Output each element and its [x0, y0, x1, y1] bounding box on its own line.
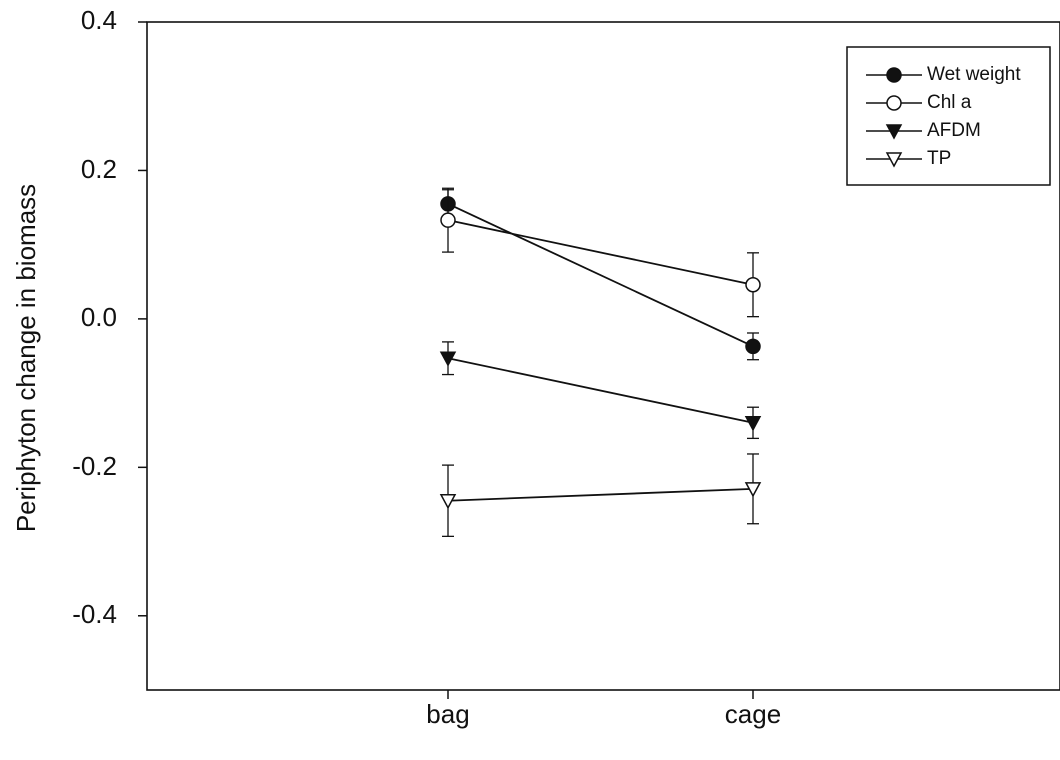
legend-label-tp: TP [927, 148, 951, 169]
plot-frame [146, 21, 1060, 691]
plot-area [138, 21, 1060, 699]
series-afdm [439, 341, 762, 440]
y-axis-title: Periphyton change in biomass [11, 184, 41, 532]
legend-label-wet-weight: Wet weight [927, 64, 1021, 85]
data-point-tp-cage [744, 482, 762, 498]
legend-box [846, 46, 1051, 186]
x-tick-label-bag: bag [426, 699, 469, 729]
data-point-chl-a-bag [440, 212, 456, 228]
series-line-afdm [447, 357, 754, 424]
legend-marker-chl-a [886, 95, 902, 111]
series-line-wet-weight [447, 203, 754, 348]
series-chl-a [440, 187, 761, 318]
legend-marker-afdm [885, 124, 903, 140]
series-tp [439, 453, 762, 538]
data-point-afdm-cage [744, 416, 762, 432]
y-tick-label--0.4: -0.4 [72, 599, 117, 629]
legend-label-chl-a: Chl a [927, 92, 972, 113]
data-point-chl-a-cage [745, 276, 761, 293]
series-wet-weight [440, 189, 761, 361]
y-tick-label-0.2: 0.2 [81, 154, 117, 184]
y-tick-label--0.2: -0.2 [72, 451, 117, 481]
data-point-wet-weight-cage [745, 338, 761, 355]
data-point-tp-bag [439, 493, 457, 510]
y-tick-label-0.0: 0.0 [81, 302, 117, 332]
legend-marker-tp [885, 152, 903, 168]
x-tick-label-cage: cage [725, 699, 781, 729]
series-line-chl-a [447, 219, 754, 286]
series-line-tp [447, 487, 754, 502]
y-tick-label-0.4: 0.4 [81, 5, 117, 35]
legend-marker-wet-weight [886, 67, 902, 83]
legend-label-afdm: AFDM [927, 120, 981, 141]
legend: Wet weight Chl a AFDM TP [846, 46, 1051, 186]
data-point-afdm-bag [439, 351, 457, 367]
